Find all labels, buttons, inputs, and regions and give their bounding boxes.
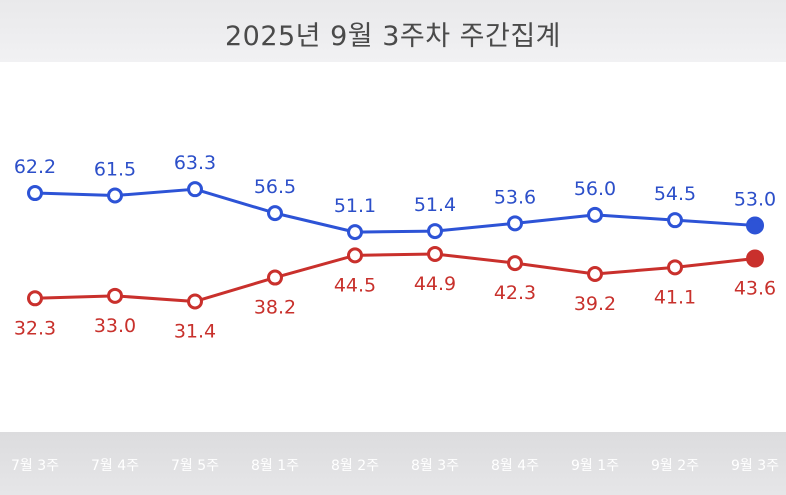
data-point-blue (107, 187, 123, 204)
data-point-blue (267, 205, 283, 222)
data-label-blue: 56.0 (574, 178, 616, 200)
x-tick-label: 8월 3주 (411, 458, 459, 474)
x-tick-label: 7월 3주 (11, 458, 59, 474)
data-point-red (587, 266, 603, 283)
data-point-blue (587, 206, 603, 223)
series-line-blue (34, 187, 756, 234)
data-point-blue (187, 181, 203, 198)
data-label-blue: 63.3 (174, 152, 216, 174)
data-point-red (187, 293, 203, 310)
data-label-red: 44.5 (334, 274, 376, 296)
data-point-red (347, 247, 363, 264)
data-point-blue (347, 224, 363, 241)
data-label-red: 41.1 (654, 286, 696, 308)
x-tick-label: 9월 1주 (571, 458, 619, 474)
data-point-red (667, 259, 683, 276)
data-point-red (107, 287, 123, 304)
data-label-red: 42.3 (494, 282, 536, 304)
x-tick-label: 8월 2주 (331, 458, 379, 474)
data-label-red: 44.9 (414, 273, 456, 295)
data-label-blue: 62.2 (14, 156, 56, 178)
data-point-blue (27, 185, 43, 202)
x-tick-label: 7월 5주 (171, 458, 219, 474)
x-tick-label: 9월 2주 (651, 458, 699, 474)
data-label-red: 38.2 (254, 297, 296, 319)
data-label-blue: 54.5 (654, 183, 696, 205)
data-label-red: 39.2 (574, 293, 616, 315)
data-label-blue: 51.1 (334, 195, 376, 217)
data-point-red (267, 269, 283, 286)
data-point-blue (507, 215, 523, 232)
x-tick-label: 8월 4주 (491, 458, 539, 474)
data-point-blue (667, 212, 683, 229)
x-tick-label: 9월 3주 (731, 458, 779, 474)
data-point-blue (427, 223, 443, 240)
data-point-red (427, 245, 443, 262)
data-point-red (507, 255, 523, 272)
data-point-red (27, 290, 43, 307)
data-label-blue: 56.5 (254, 176, 296, 198)
data-label-red: 43.6 (734, 278, 776, 300)
data-label-blue: 53.6 (494, 186, 536, 208)
chart-title: 2025년 9월 3주차 주간집계 (224, 21, 562, 52)
title-bar: 2025년 9월 3주차 주간집계 (0, 0, 786, 62)
data-label-blue: 51.4 (414, 194, 456, 216)
data-label-red: 33.0 (94, 315, 136, 337)
data-label-blue: 53.0 (734, 188, 776, 210)
data-label-red: 31.4 (174, 320, 216, 342)
data-label-blue: 61.5 (94, 159, 136, 181)
series-line-red (34, 252, 756, 303)
x-axis-bar (0, 432, 786, 495)
x-tick-label: 7월 4주 (91, 458, 139, 474)
x-tick-label: 8월 1주 (251, 458, 299, 474)
data-point-blue (746, 216, 764, 235)
data-point-red (746, 249, 764, 268)
data-label-red: 32.3 (14, 317, 56, 339)
